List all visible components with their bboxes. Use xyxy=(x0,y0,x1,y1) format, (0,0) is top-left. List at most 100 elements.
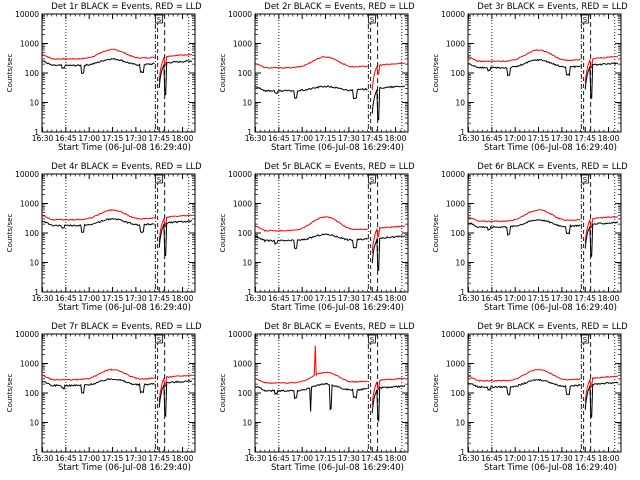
y-tick-label: 10000 xyxy=(228,170,252,179)
plot-frame xyxy=(254,173,409,293)
x-tick-label: 17:15 xyxy=(315,294,337,303)
y-tick-label: 100 xyxy=(238,389,253,398)
panel-title: Det 9r BLACK = Events, RED = LLD xyxy=(477,322,628,332)
plot-frame xyxy=(467,333,622,453)
x-tick-label: 17:00 xyxy=(504,134,526,143)
panel-title: Det 6r BLACK = Events, RED = LLD xyxy=(477,162,628,172)
panel-det-9r: Det 9r BLACK = Events, RED = LLD Counts/s… xyxy=(432,322,628,473)
y-axis-label: Counts/sec xyxy=(219,54,227,93)
x-tick-label: 16:30 xyxy=(245,134,267,143)
events-series-line xyxy=(42,57,193,96)
y-tick-label: 100 xyxy=(451,69,466,78)
y-tick-label: 10000 xyxy=(15,10,39,19)
x-tick-label: 16:30 xyxy=(458,294,480,303)
saa-marker-box xyxy=(368,174,376,184)
saa-marker-label: S xyxy=(157,176,162,184)
y-axis-label: Counts/sec xyxy=(6,54,14,93)
y-tick-label: 1000 xyxy=(20,360,39,369)
panel-title: Det 7r BLACK = Events, RED = LLD xyxy=(51,322,202,332)
y-tick-label: 10 xyxy=(455,419,465,428)
y-tick-label: 1000 xyxy=(233,200,252,209)
events-series-line xyxy=(468,378,619,419)
panel-title: Det 1r BLACK = Events, RED = LLD xyxy=(51,2,202,12)
y-tick-label: 100 xyxy=(451,389,466,398)
x-tick-label: 17:00 xyxy=(504,294,526,303)
x-tick-label: 17:15 xyxy=(528,134,550,143)
saa-marker-label: S xyxy=(157,336,162,344)
panel-det-7r: Det 7r BLACK = Events, RED = LLD Counts/s… xyxy=(6,322,202,473)
lld-series-line xyxy=(468,209,619,244)
y-tick-label: 100 xyxy=(25,229,40,238)
x-tick-label: 17:00 xyxy=(291,294,313,303)
y-tick-label: 10 xyxy=(29,99,39,108)
x-tick-label: 17:30 xyxy=(551,294,573,303)
x-axis-label: Start Time (06-Jul-08 16:29:40) xyxy=(58,143,191,153)
x-axis-label: Start Time (06-Jul-08 16:29:40) xyxy=(271,143,404,153)
lld-series-line xyxy=(468,368,618,403)
y-tick-label: 10000 xyxy=(15,170,39,179)
y-tick-label: 1 xyxy=(247,448,252,457)
saa-marker-box xyxy=(368,14,376,24)
y-tick-label: 10 xyxy=(455,259,465,268)
lld-series-line xyxy=(42,368,193,403)
y-tick-label: 1000 xyxy=(446,200,465,209)
lld-series-line xyxy=(255,216,405,253)
x-tick-label: 16:30 xyxy=(32,294,54,303)
y-tick-label: 1 xyxy=(247,128,252,137)
saa-marker-label: S xyxy=(583,16,588,24)
lld-series-line xyxy=(42,209,193,243)
x-tick-label: 17:45 xyxy=(361,454,383,463)
x-tick-label: 17:15 xyxy=(102,294,124,303)
panel-title: Det 3r BLACK = Events, RED = LLD xyxy=(477,2,628,12)
x-tick-label: 17:30 xyxy=(338,134,360,143)
x-tick-label: 18:00 xyxy=(172,454,194,463)
saa-marker-label: S xyxy=(157,16,162,24)
x-tick-label: 17:30 xyxy=(551,454,573,463)
lld-series-line xyxy=(255,345,406,406)
saa-marker-label: S xyxy=(583,336,588,344)
y-tick-label: 10000 xyxy=(441,330,465,339)
x-tick-label: 16:45 xyxy=(55,454,77,463)
x-tick-label: 18:00 xyxy=(598,134,620,143)
x-axis-label: Start Time (06-Jul-08 16:29:40) xyxy=(484,303,617,313)
events-series-line xyxy=(468,58,619,99)
x-tick-label: 16:30 xyxy=(458,454,480,463)
y-axis-label: Counts/sec xyxy=(219,374,227,413)
x-tick-label: 16:30 xyxy=(458,134,480,143)
saa-marker-label: S xyxy=(583,176,588,184)
x-tick-label: 18:00 xyxy=(598,454,620,463)
x-tick-label: 17:15 xyxy=(102,454,124,463)
x-tick-label: 18:00 xyxy=(172,294,194,303)
plot-frame xyxy=(41,13,196,133)
y-tick-label: 1 xyxy=(460,448,465,457)
events-series-line xyxy=(255,85,406,121)
panel-det-2r: Det 2r BLACK = Events, RED = LLD Counts/s… xyxy=(219,2,415,153)
panel-det-6r: Det 6r BLACK = Events, RED = LLD Counts/s… xyxy=(432,162,628,313)
y-tick-label: 100 xyxy=(25,69,40,78)
events-series-line xyxy=(468,219,619,258)
x-tick-label: 17:00 xyxy=(291,454,313,463)
events-series-line xyxy=(42,378,193,418)
panel-title: Det 2r BLACK = Events, RED = LLD xyxy=(264,2,415,12)
y-tick-label: 1000 xyxy=(233,40,252,49)
y-tick-label: 10 xyxy=(455,99,465,108)
y-axis-label: Counts/sec xyxy=(432,54,440,93)
x-tick-label: 16:30 xyxy=(32,454,54,463)
panel-det-3r: Det 3r BLACK = Events, RED = LLD Counts/s… xyxy=(432,2,628,153)
x-tick-label: 18:00 xyxy=(172,134,194,143)
x-tick-label: 17:00 xyxy=(78,134,100,143)
y-tick-label: 10000 xyxy=(441,170,465,179)
y-tick-label: 10 xyxy=(242,419,252,428)
x-tick-label: 18:00 xyxy=(385,454,407,463)
y-tick-label: 1000 xyxy=(20,200,39,209)
y-tick-label: 10000 xyxy=(228,330,252,339)
x-tick-label: 17:00 xyxy=(78,454,100,463)
panel-det-4r: Det 4r BLACK = Events, RED = LLD Counts/s… xyxy=(6,162,202,313)
lld-series-line xyxy=(42,48,192,82)
saa-marker-box xyxy=(155,14,163,24)
saa-marker-label: S xyxy=(370,176,375,184)
y-tick-label: 10 xyxy=(29,259,39,268)
x-tick-label: 17:45 xyxy=(574,134,596,143)
x-axis-label: Start Time (06-Jul-08 16:29:40) xyxy=(484,463,617,473)
plot-frame xyxy=(254,13,409,133)
